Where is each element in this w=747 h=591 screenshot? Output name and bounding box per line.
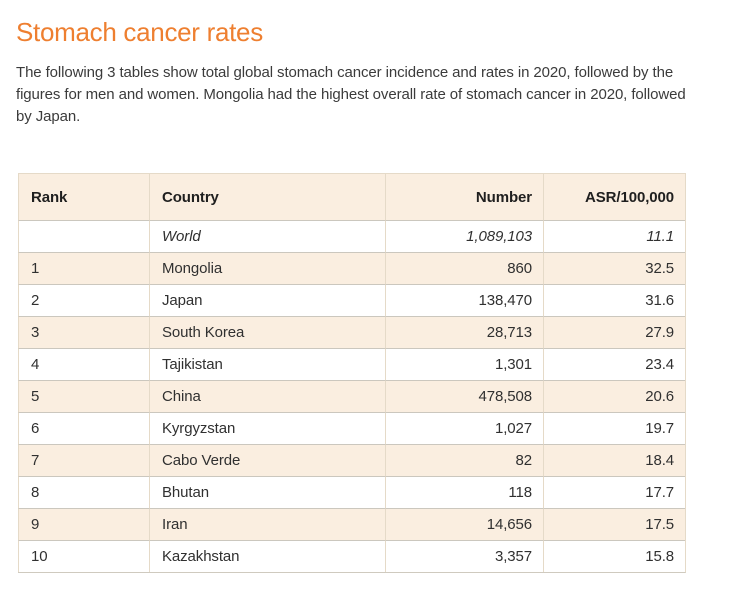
number-cell: 1,027 (385, 411, 543, 444)
asr-cell: 17.5 (543, 507, 685, 540)
rank-cell: 6 (18, 411, 149, 444)
table-row: 6 Kyrgyzstan 1,027 19.7 (18, 411, 685, 444)
asr-cell: 23.4 (543, 347, 685, 380)
country-cell: South Korea (149, 315, 385, 348)
number-cell: 138,470 (385, 283, 543, 316)
asr-cell: 15.8 (543, 539, 685, 572)
country-cell: Kazakhstan (149, 539, 385, 572)
country-cell: World (149, 219, 385, 252)
page-title: Stomach cancer rates (16, 17, 263, 47)
number-cell: 860 (385, 251, 543, 284)
asr-cell: 19.7 (543, 411, 685, 444)
table-header-row: Rank Country Number ASR/100,000 (18, 172, 685, 220)
rank-cell: 3 (18, 315, 149, 348)
asr-cell: 17.7 (543, 475, 685, 508)
rank-cell (18, 219, 149, 252)
table-row: 7 Cabo Verde 82 18.4 (18, 443, 685, 476)
country-cell: Kyrgyzstan (149, 411, 385, 444)
asr-cell: 31.6 (543, 283, 685, 316)
asr-cell: 18.4 (543, 443, 685, 476)
column-header-country: Country (149, 172, 385, 220)
asr-cell: 27.9 (543, 315, 685, 348)
table-row: 8 Bhutan 118 17.7 (18, 475, 685, 508)
number-cell: 478,508 (385, 379, 543, 412)
asr-cell: 11.1 (543, 219, 685, 252)
number-cell: 1,301 (385, 347, 543, 380)
rank-cell: 8 (18, 475, 149, 508)
page-content: Stomach cancer rates The following 3 tab… (16, 17, 686, 573)
rank-cell: 7 (18, 443, 149, 476)
table-row: 2 Japan 138,470 31.6 (18, 283, 685, 316)
country-cell: Bhutan (149, 475, 385, 508)
country-cell: Japan (149, 283, 385, 316)
number-cell: 3,357 (385, 539, 543, 572)
number-cell: 118 (385, 475, 543, 508)
country-cell: Tajikistan (149, 347, 385, 380)
rank-cell: 10 (18, 539, 149, 572)
country-cell: Mongolia (149, 251, 385, 284)
table-row-world: World 1,089,103 11.1 (18, 219, 685, 252)
rank-cell: 5 (18, 379, 149, 412)
country-cell: Cabo Verde (149, 443, 385, 476)
stomach-cancer-rates-table: Rank Country Number ASR/100,000 World 1,… (18, 172, 686, 573)
table-row: 10 Kazakhstan 3,357 15.8 (18, 539, 685, 572)
country-cell: Iran (149, 507, 385, 540)
column-header-asr: ASR/100,000 (543, 172, 685, 220)
table-row: 9 Iran 14,656 17.5 (18, 507, 685, 540)
rank-cell: 2 (18, 283, 149, 316)
intro-paragraph: The following 3 tables show total global… (16, 63, 686, 125)
table-row: 1 Mongolia 860 32.5 (18, 251, 685, 284)
number-cell: 28,713 (385, 315, 543, 348)
table-row: 5 China 478,508 20.6 (18, 379, 685, 412)
rank-cell: 9 (18, 507, 149, 540)
rank-cell: 1 (18, 251, 149, 284)
asr-cell: 32.5 (543, 251, 685, 284)
number-cell: 82 (385, 443, 543, 476)
column-header-rank: Rank (18, 172, 149, 220)
rank-cell: 4 (18, 347, 149, 380)
table-row: 4 Tajikistan 1,301 23.4 (18, 347, 685, 380)
number-cell: 1,089,103 (385, 219, 543, 252)
number-cell: 14,656 (385, 507, 543, 540)
table-row: 3 South Korea 28,713 27.9 (18, 315, 685, 348)
country-cell: China (149, 379, 385, 412)
column-header-number: Number (385, 172, 543, 220)
asr-cell: 20.6 (543, 379, 685, 412)
